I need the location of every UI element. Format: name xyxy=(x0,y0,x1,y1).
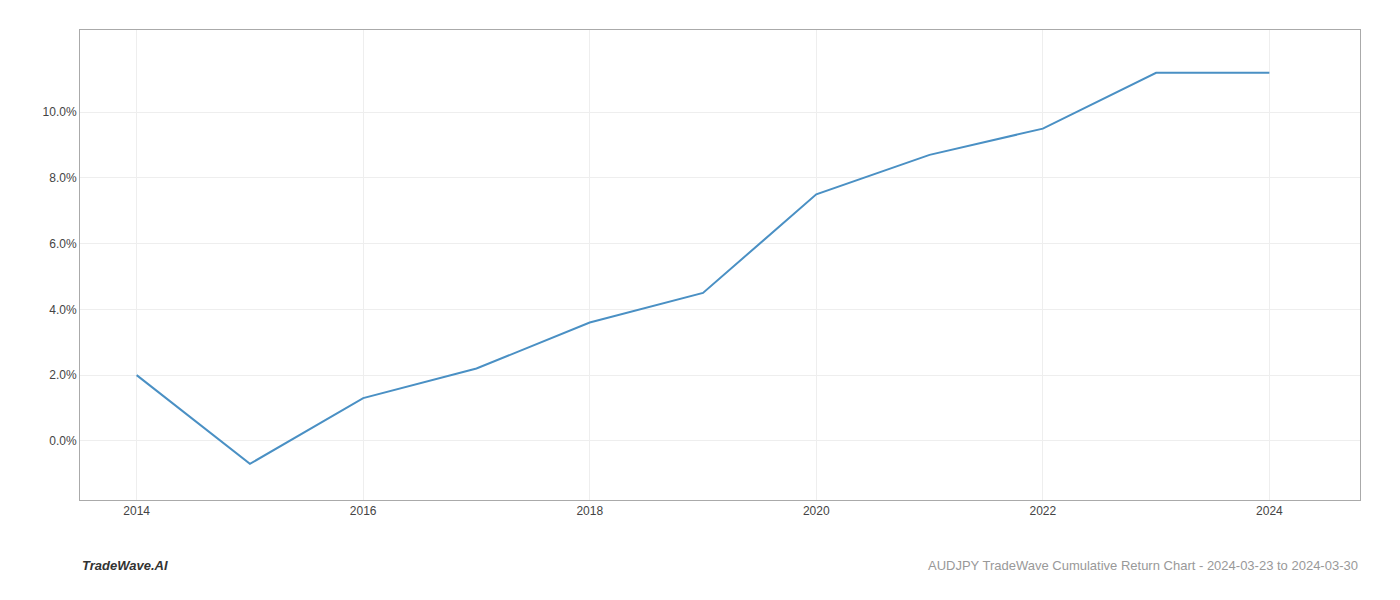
svg-text:2022: 2022 xyxy=(1029,504,1056,518)
svg-text:2014: 2014 xyxy=(123,504,150,518)
svg-text:8.0%: 8.0% xyxy=(49,171,77,185)
svg-text:10.0%: 10.0% xyxy=(43,105,77,119)
svg-text:AUDJPY TradeWave Cumulative Re: AUDJPY TradeWave Cumulative Return Chart… xyxy=(928,558,1358,573)
svg-text:TradeWave.AI: TradeWave.AI xyxy=(82,558,168,573)
svg-text:2016: 2016 xyxy=(350,504,377,518)
svg-text:4.0%: 4.0% xyxy=(49,303,77,317)
svg-text:0.0%: 0.0% xyxy=(49,434,77,448)
svg-text:2024: 2024 xyxy=(1256,504,1283,518)
svg-text:2020: 2020 xyxy=(803,504,830,518)
svg-text:6.0%: 6.0% xyxy=(49,237,77,251)
svg-text:2.0%: 2.0% xyxy=(49,368,77,382)
svg-text:2018: 2018 xyxy=(576,504,603,518)
